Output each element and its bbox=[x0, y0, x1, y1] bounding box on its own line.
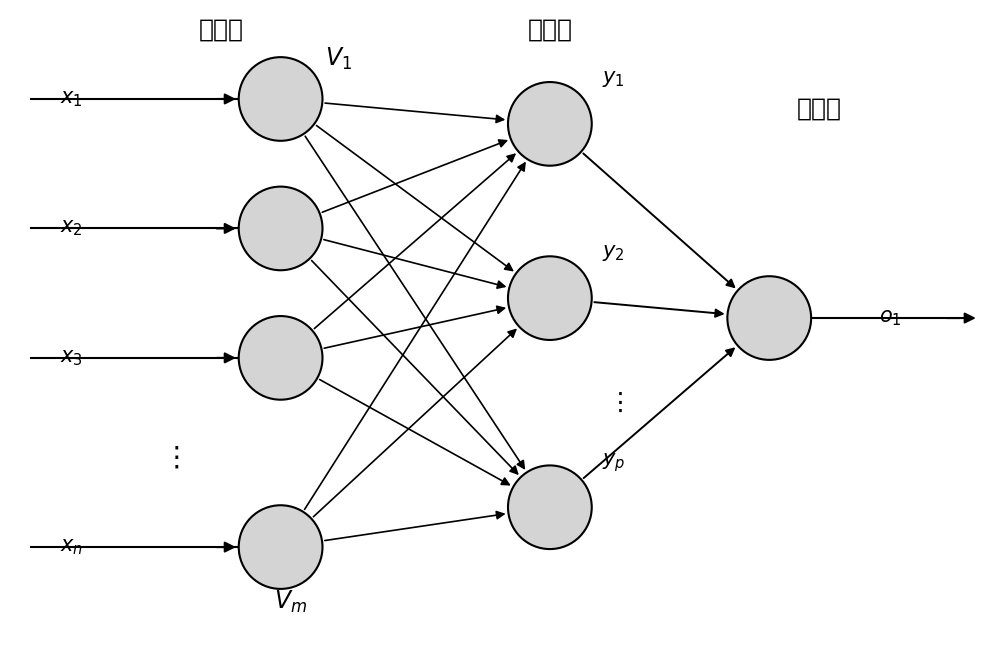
Ellipse shape bbox=[239, 187, 322, 270]
Ellipse shape bbox=[239, 57, 322, 141]
Ellipse shape bbox=[508, 257, 592, 340]
Text: $V_m$: $V_m$ bbox=[274, 589, 307, 615]
Text: 输出层: 输出层 bbox=[797, 97, 842, 121]
Text: $y_p$: $y_p$ bbox=[602, 451, 625, 474]
Ellipse shape bbox=[508, 465, 592, 549]
Text: $y_1$: $y_1$ bbox=[602, 69, 624, 89]
Text: $V_1$: $V_1$ bbox=[325, 46, 353, 72]
Ellipse shape bbox=[508, 82, 592, 166]
Text: $\vdots$: $\vdots$ bbox=[162, 443, 180, 471]
Ellipse shape bbox=[239, 316, 322, 399]
Ellipse shape bbox=[239, 505, 322, 589]
Text: $o_1$: $o_1$ bbox=[879, 308, 902, 328]
Text: $x_1$: $x_1$ bbox=[60, 89, 83, 109]
Ellipse shape bbox=[727, 276, 811, 360]
Text: $x_3$: $x_3$ bbox=[60, 348, 83, 368]
Text: $x_n$: $x_n$ bbox=[60, 537, 83, 557]
Text: 输入层: 输入层 bbox=[198, 17, 243, 41]
Text: $\vdots$: $\vdots$ bbox=[607, 391, 622, 415]
Text: 隐藏层: 隐藏层 bbox=[527, 17, 572, 41]
Text: $x_2$: $x_2$ bbox=[60, 218, 83, 238]
Text: $y_2$: $y_2$ bbox=[602, 243, 624, 263]
